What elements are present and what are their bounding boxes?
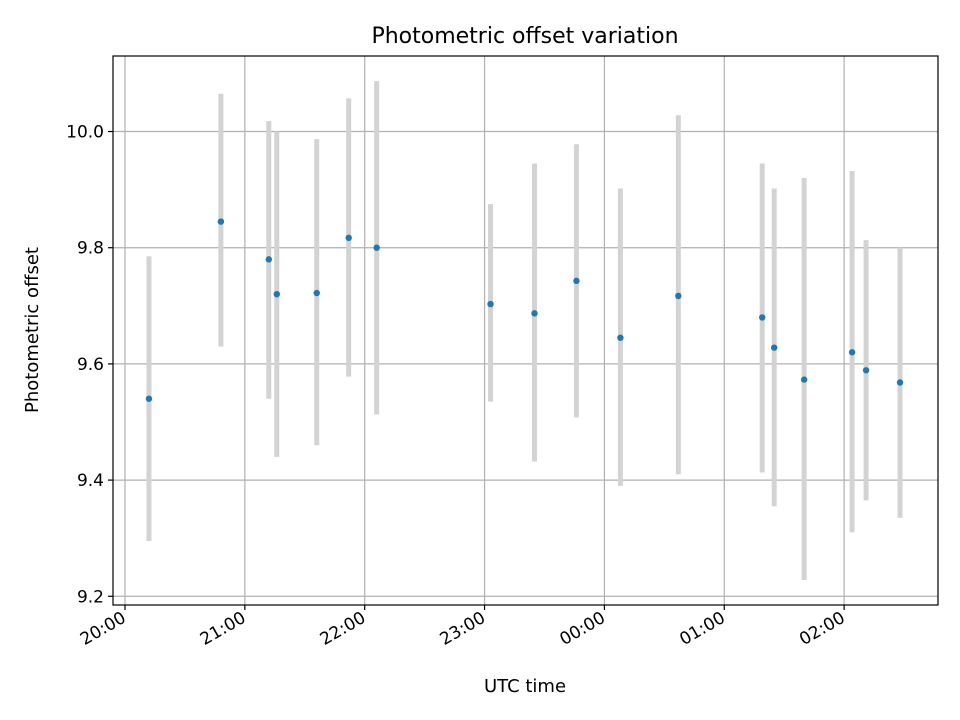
x-tick-label: 20:00 (77, 608, 129, 650)
x-tick-label: 00:00 (556, 608, 608, 650)
data-point (800, 376, 808, 383)
x-tick-label: 01:00 (676, 608, 728, 650)
y-tick-label: 9.8 (77, 239, 104, 259)
data-point (862, 367, 870, 374)
x-tick-label: 02:00 (796, 608, 848, 650)
data-points (145, 218, 904, 402)
data-point (759, 314, 766, 321)
data-point (145, 395, 153, 402)
error-bars (146, 80, 903, 581)
y-axis-label: Photometric offset (22, 247, 43, 413)
data-point (217, 218, 225, 225)
y-tick-label: 10.0 (66, 123, 104, 143)
data-point (313, 289, 320, 297)
x-tick-label: 23:00 (437, 608, 489, 650)
data-point (531, 310, 538, 317)
data-point (373, 244, 380, 251)
data-point (675, 292, 682, 300)
data-point (896, 379, 904, 386)
plot-frame (112, 55, 939, 606)
data-point (345, 234, 352, 242)
grid (113, 56, 938, 605)
x-axis-label: UTC time (484, 676, 566, 697)
chart-title: Photometric offset variation (371, 24, 678, 49)
data-point (617, 334, 624, 341)
data-point (487, 300, 494, 308)
x-tick-label: 22:00 (317, 608, 369, 650)
data-point (273, 290, 281, 298)
y-tick-label: 9.6 (77, 355, 104, 375)
axis-ticks: 20:00 21:00 22:00 23:00 00:00 01:00 02:00 9.2 9.… (66, 123, 848, 650)
x-tick-label: 21:00 (197, 608, 249, 650)
data-point (573, 277, 580, 285)
data-point (848, 349, 856, 356)
y-tick-label: 9.2 (77, 587, 104, 607)
data-point (265, 256, 273, 263)
data-point (770, 344, 778, 351)
y-tick-label: 9.4 (77, 471, 104, 491)
